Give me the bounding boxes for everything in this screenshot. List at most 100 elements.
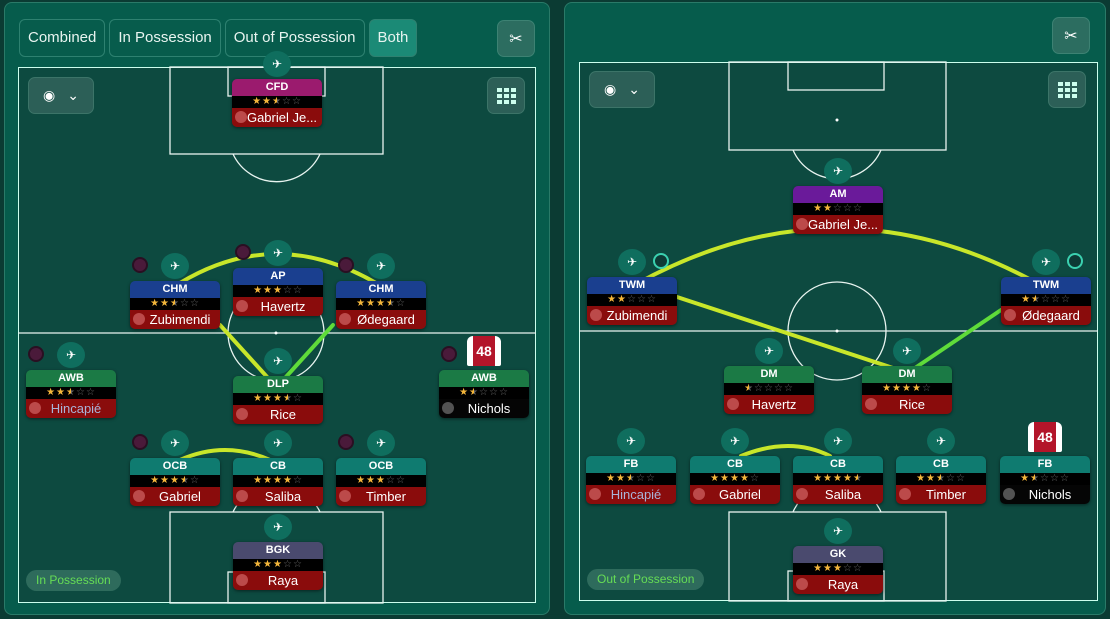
star-icon: ★ — [823, 473, 834, 484]
player-name: Gabriel Je... — [232, 108, 322, 127]
player-card[interactable]: BGK ★★★☆☆ Raya — [233, 542, 323, 590]
star-icon: ★ — [160, 475, 171, 486]
role-label: CHM — [336, 281, 426, 298]
grid-button[interactable] — [487, 77, 525, 114]
avatar-icon — [1004, 309, 1016, 321]
star-icon: ☆ — [842, 203, 853, 214]
visibility-dropdown[interactable]: ◉ ⌄ — [28, 77, 94, 114]
player-card[interactable]: TWM ★★☆☆☆ Zubimendi — [587, 277, 677, 325]
avatar-icon — [796, 218, 808, 230]
star-icon: ☆ — [783, 383, 794, 394]
player-card[interactable]: OCB ★★★☆☆ Timber — [336, 458, 426, 506]
star-icon: ☆ — [75, 387, 86, 398]
player-card[interactable]: TWM ★★☆☆☆ Ødegaard — [1001, 277, 1091, 325]
player-name: Zubimendi — [130, 310, 220, 329]
role-label: BGK — [233, 542, 323, 559]
star-icon: ★ — [273, 475, 283, 486]
star-icon: ★ — [263, 285, 274, 296]
star-icon: ★ — [179, 475, 190, 486]
shirt-icon: ✈ — [264, 514, 292, 540]
star-icon: ★ — [170, 298, 180, 309]
player-card[interactable]: CFD ★★★☆☆ Gabriel Je... — [232, 79, 322, 127]
player-card[interactable]: AWB ★★★☆☆ Hincapié — [26, 370, 116, 418]
star-icon: ★ — [902, 383, 912, 394]
player-name: Rice — [862, 395, 952, 414]
avatar-icon — [133, 490, 145, 502]
star-icon: ☆ — [291, 96, 302, 107]
star-icon: ☆ — [282, 559, 293, 570]
star-rating: ★★★☆☆ — [130, 298, 220, 310]
instruction-marker-icon — [28, 346, 44, 362]
role-label: AM — [793, 186, 883, 203]
avatar-icon — [236, 300, 248, 312]
star-rating: ★★☆☆☆ — [1000, 473, 1090, 485]
player-card[interactable]: CB ★★★★☆ Gabriel — [690, 456, 780, 504]
avatar-icon — [442, 402, 454, 414]
link-line — [675, 295, 895, 370]
link-line — [283, 323, 335, 380]
star-rating: ★★★★☆ — [233, 475, 323, 487]
player-name: Timber — [336, 487, 426, 506]
star-icon: ★ — [66, 387, 76, 398]
star-icon: ★ — [823, 563, 834, 574]
shirt-icon: ✈ — [824, 518, 852, 544]
star-icon: ★ — [892, 383, 903, 394]
star-icon: ★ — [376, 298, 386, 309]
star-icon: ☆ — [281, 96, 292, 107]
star-icon: ★ — [459, 387, 470, 398]
shirt-icon: ✈ — [927, 428, 955, 454]
player-card[interactable]: CB ★★★☆☆ Timber — [896, 456, 986, 504]
star-icon: ★ — [356, 298, 367, 309]
shirt-icon: ✈ — [264, 240, 292, 266]
star-icon: ★ — [606, 473, 617, 484]
phase-badge-right: Out of Possession — [587, 569, 705, 590]
player-card[interactable]: DM ★☆☆☆☆ Havertz — [724, 366, 814, 414]
star-icon: ★ — [813, 473, 824, 484]
player-card[interactable]: AP ★★★☆☆ Havertz — [233, 268, 323, 316]
player-card[interactable]: FB ★★☆☆☆ Nichols — [1000, 456, 1090, 504]
star-icon: ★ — [253, 475, 264, 486]
star-icon: ☆ — [636, 294, 647, 305]
player-name: Hincapié — [26, 399, 116, 418]
visibility-dropdown-right[interactable]: ◉ ⌄ — [589, 71, 655, 108]
player-name-text: Raya — [827, 577, 859, 592]
player-card[interactable]: CHM ★★★★☆ Ødegaard — [336, 281, 426, 329]
tab-both[interactable]: Both — [368, 19, 418, 57]
player-card[interactable]: GK ★★★☆☆ Raya — [793, 546, 883, 594]
player-card[interactable]: DLP ★★★★☆ Rice — [233, 376, 323, 424]
star-icon: ★ — [253, 559, 264, 570]
star-icon: ★ — [150, 475, 161, 486]
player-name: Nichols — [439, 399, 529, 418]
player-card[interactable]: OCB ★★★★☆ Gabriel — [130, 458, 220, 506]
shirt-icon: ✈ — [161, 430, 189, 456]
player-card[interactable]: CB ★★★★☆ Saliba — [233, 458, 323, 506]
star-rating: ★★☆☆☆ — [439, 387, 529, 399]
tactics-share-button[interactable]: ✂ — [497, 20, 535, 57]
tab-out-of-possession[interactable]: Out of Possession — [224, 19, 365, 57]
tab-combined[interactable]: Combined — [19, 19, 106, 57]
star-icon: ☆ — [645, 473, 656, 484]
grid-button-right[interactable] — [1048, 71, 1086, 108]
player-card[interactable]: AM ★★☆☆☆ Gabriel Je... — [793, 186, 883, 234]
star-rating: ★★★☆☆ — [233, 285, 323, 297]
tab-in-possession[interactable]: In Possession — [109, 19, 221, 57]
star-icon: ☆ — [1059, 473, 1070, 484]
tactics-share-button-right[interactable]: ✂ — [1052, 17, 1090, 54]
star-icon: ★ — [262, 96, 273, 107]
player-card[interactable]: FB ★★★☆☆ Hincapié — [586, 456, 676, 504]
star-icon: ☆ — [488, 387, 499, 398]
player-name: Gabriel — [690, 485, 780, 504]
player-card[interactable]: AWB ★★☆☆☆ Nichols — [439, 370, 529, 418]
link-line — [913, 308, 1003, 370]
player-name-text: Timber — [926, 487, 966, 502]
shirt-icon: ✈ — [263, 51, 291, 77]
player-card[interactable]: DM ★★★★☆ Rice — [862, 366, 952, 414]
star-icon: ★ — [1021, 294, 1032, 305]
role-label: FB — [586, 456, 676, 473]
avatar-icon — [236, 574, 248, 586]
star-icon: ☆ — [498, 387, 509, 398]
player-card[interactable]: CB ★★★★★ Saliba — [793, 456, 883, 504]
star-icon: ☆ — [773, 383, 784, 394]
phase-badge-left: In Possession — [26, 570, 121, 591]
player-card[interactable]: CHM ★★★☆☆ Zubimendi — [130, 281, 220, 329]
